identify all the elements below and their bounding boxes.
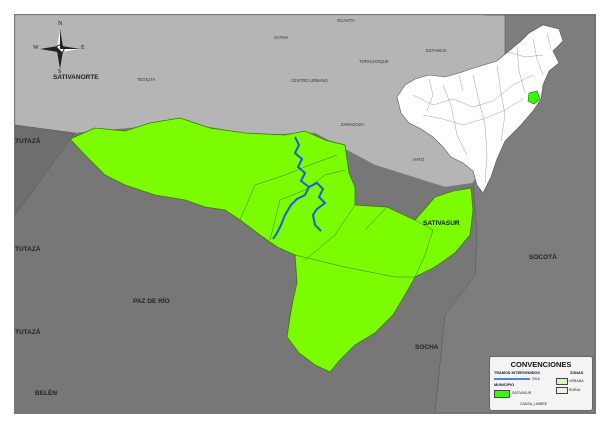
legend-municipio-item: SATIVASUR — [512, 391, 532, 395]
label-sativasur: SATIVASUR — [423, 220, 460, 227]
legend-urbana-swatch — [556, 378, 568, 385]
compass-rose: N S W E — [33, 21, 85, 75]
legend-zonas-title: ZONAS — [570, 371, 584, 375]
legend-municipio-title: MUNICIPIO — [494, 383, 515, 387]
compass-w: W — [33, 45, 39, 51]
legend-rural-swatch — [556, 387, 568, 394]
compass-n: N — [58, 21, 63, 27]
legend-zona-urbana: URBANA — [569, 379, 584, 383]
road-segment-2016 — [272, 136, 327, 240]
legend-footer: CAUSA_LIMBRE — [520, 402, 548, 406]
legend-title: CONVENCIONES — [510, 360, 572, 369]
legend-municipio-swatch — [494, 390, 510, 398]
label-tutaza-1: TUTAZÁ — [15, 138, 41, 145]
label-sativanorte: SATIVANORTE — [53, 74, 99, 81]
compass-e: E — [81, 45, 85, 51]
map-frame: N S W E SATIVANORTE SATIVASUR PAZ DE RÍO… — [14, 14, 596, 414]
label-belen: BELÉN — [35, 390, 58, 397]
tutaza-region — [15, 124, 76, 216]
label-tutaza-3: TUTAZÁ — [15, 329, 41, 336]
legend-tramos-item: 2016 — [532, 377, 540, 381]
label-hato: HATO — [413, 157, 425, 162]
internal-boundaries — [239, 154, 434, 278]
label-paz-de-rio: PAZ DE RÍO — [133, 298, 170, 305]
label-centro-urbano: CENTRO URBANO — [291, 78, 328, 83]
legend-zona-rural: RURAL — [569, 388, 581, 392]
compass-s: S — [58, 69, 62, 75]
inset-municipal-lines — [412, 32, 552, 184]
inset-sativasur-highlight — [527, 90, 541, 105]
label-ocavita: OCAVITA — [337, 18, 355, 23]
legend-road-swatch — [494, 378, 530, 380]
label-sativa: SATIVA — [274, 35, 289, 40]
label-socota: SOCOTÁ — [529, 254, 557, 261]
label-zaragoza: ZARAGOZA — [341, 122, 365, 127]
label-topacheque: TOPACHOQUE — [359, 59, 389, 64]
label-tegilita: TEGILITA — [137, 77, 156, 82]
label-estancia: ESTANCIA — [426, 48, 447, 53]
inset-department-shape — [396, 24, 564, 194]
sativasur-municipality — [69, 117, 474, 373]
label-tutaza-2: TUTAZÁ — [15, 246, 41, 253]
legend-box: CONVENCIONES TRAMOS INTERVENIDOS 2016 ZO… — [489, 356, 593, 411]
inset-department-map — [396, 24, 564, 194]
legend-tramos-title: TRAMOS INTERVENIDOS — [494, 371, 540, 375]
label-socha: SOCHA — [415, 344, 439, 351]
